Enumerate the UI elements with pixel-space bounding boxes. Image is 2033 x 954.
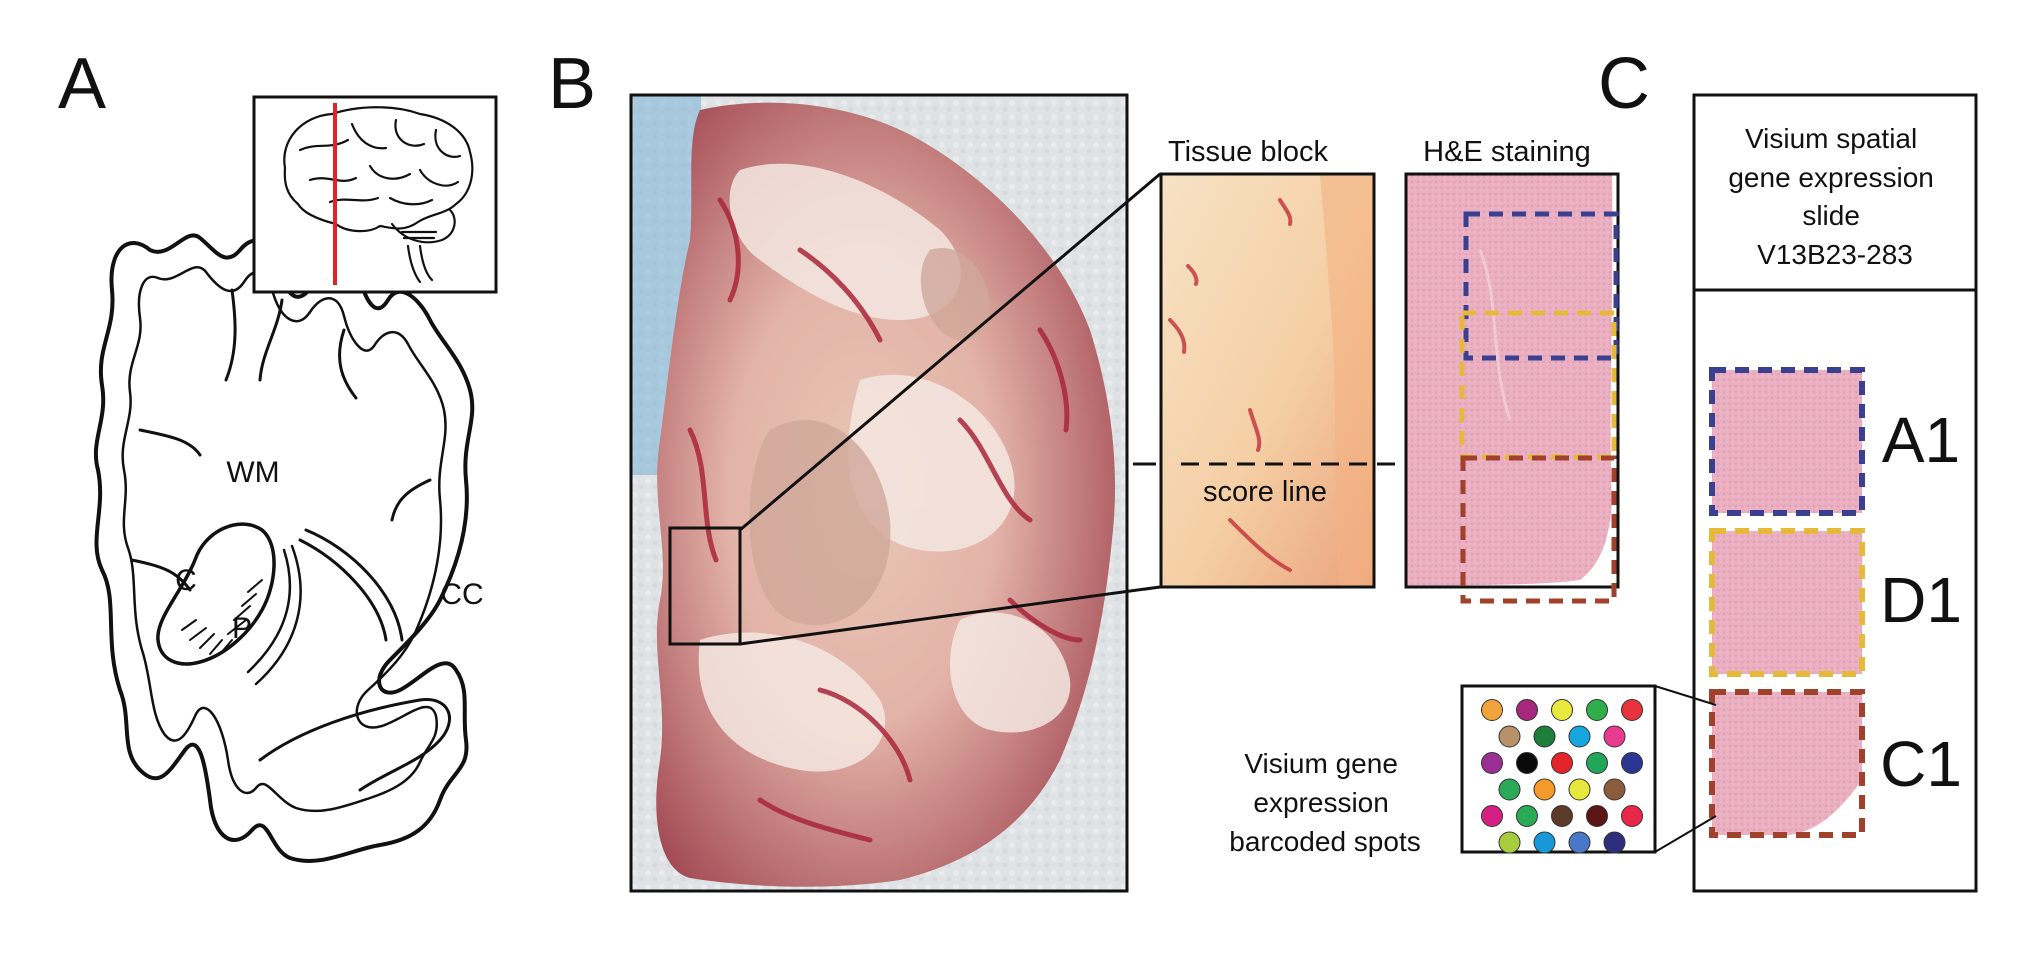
- slide-title-line-4: V13B23-283: [1757, 239, 1913, 270]
- panel-c: C Visium spatial gene expression slide V…: [1229, 44, 1978, 893]
- capture-area-d1: D1: [1709, 528, 1962, 677]
- sulcus-2: [130, 428, 432, 592]
- barcoded-spot: [1516, 805, 1538, 827]
- spots-caption: Visium gene expression barcoded spots: [1229, 748, 1420, 857]
- panel-a: A WM C P CC: [58, 44, 498, 863]
- spots-caption-line-3: barcoded spots: [1229, 826, 1420, 857]
- barcoded-spot: [1586, 805, 1608, 827]
- barcoded-spot: [1533, 778, 1556, 801]
- barcoded-spot: [1603, 831, 1626, 854]
- barcoded-spot: [1568, 778, 1591, 801]
- barcoded-spot: [1568, 725, 1591, 748]
- gray-matter-regions: [749, 248, 990, 626]
- white-matter-regions: [698, 163, 1071, 772]
- striatal-bridges: [181, 579, 263, 655]
- capture-label-a1: A1: [1882, 404, 1960, 476]
- cortex-outer-contour: [93, 233, 475, 863]
- tissue-block-selection: [668, 526, 742, 646]
- panel-a-letter: A: [58, 44, 106, 124]
- he-stained-section: [1404, 172, 1620, 604]
- internal-capsule-lines: [246, 544, 302, 686]
- he-capture-box-c1: [1460, 455, 1617, 604]
- barcoded-spot: [1551, 805, 1573, 827]
- label-cc: CC: [440, 578, 483, 611]
- barcoded-spot: [1621, 752, 1643, 774]
- he-staining-label: H&E staining: [1423, 136, 1591, 168]
- blood-vessel-streaks: [687, 197, 1083, 843]
- panel-c-letter: C: [1598, 44, 1650, 124]
- barcoded-spot: [1586, 752, 1608, 774]
- capture-box-a1: [1709, 367, 1865, 516]
- barcoded-spot: [1481, 752, 1503, 774]
- barcoded-spot: [1516, 699, 1538, 721]
- capture-box-d1: [1709, 528, 1865, 677]
- capture-label-d1: D1: [1880, 564, 1962, 636]
- label-wm: WM: [226, 456, 279, 489]
- slide-title: Visium spatial gene expression slide V13…: [1728, 123, 1941, 270]
- spots-zoom-line-top: [1654, 685, 1717, 706]
- brain-inset: [252, 95, 498, 294]
- slide-title-line-1: Visium spatial: [1745, 123, 1917, 154]
- barcoded-spot: [1551, 699, 1573, 721]
- he-tissue: [1406, 174, 1613, 587]
- brain-slab-photo: [629, 93, 1129, 893]
- barcoded-spot: [1568, 831, 1591, 854]
- capture-area-c1: C1: [1709, 689, 1962, 838]
- he-frame: [1404, 172, 1620, 589]
- label-c: C: [175, 564, 197, 597]
- brain-lateral-icon: [283, 106, 474, 284]
- barcoded-spot: [1533, 725, 1556, 748]
- cortex-inner-contour: [121, 266, 447, 813]
- caudate-putamen-outline: [156, 522, 276, 666]
- tissue-block-closeup: [1159, 172, 1376, 589]
- brain-slab-frame: [629, 93, 1129, 893]
- sulcus-1: [224, 288, 358, 400]
- tissue-block-frame: [1159, 172, 1376, 589]
- zoom-line-bottom: [739, 585, 1161, 646]
- barcoded-spot: [1516, 752, 1538, 774]
- panel-b-letter: B: [548, 44, 596, 124]
- capture-label-c1: C1: [1880, 728, 1962, 800]
- barcoded-spot: [1586, 699, 1608, 721]
- barcoded-spot-grid: [1481, 699, 1643, 854]
- capture-area-a1: A1: [1709, 367, 1960, 516]
- barcoded-spot: [1498, 725, 1521, 748]
- panel-b: B: [548, 44, 1620, 893]
- barcoded-spot: [1481, 699, 1503, 721]
- barcoded-spot: [1551, 752, 1573, 774]
- coronal-section-outline: [93, 233, 475, 863]
- barcoded-spot: [1498, 778, 1521, 801]
- barcoded-spot: [1603, 725, 1626, 748]
- capture-box-c1: [1709, 689, 1865, 838]
- zoom-line-top: [739, 172, 1161, 532]
- temporal-lobe-contour: [258, 698, 451, 792]
- he-capture-box-a1: [1463, 211, 1619, 361]
- barcoded-spot: [1498, 831, 1521, 854]
- lateral-sulcus: [298, 528, 404, 642]
- barcoded-spot: [1481, 805, 1503, 827]
- spots-caption-line-2: expression: [1253, 787, 1388, 818]
- label-p: P: [232, 612, 252, 645]
- score-line-label: score line: [1203, 476, 1327, 508]
- spots-caption-line-1: Visium gene: [1244, 748, 1398, 779]
- barcoded-spot: [1533, 831, 1556, 854]
- slide-title-line-2: gene expression: [1728, 162, 1933, 193]
- spots-zoom-line-bottom: [1654, 815, 1717, 853]
- barcoded-spot: [1603, 778, 1626, 801]
- barcoded-spot: [1621, 699, 1643, 721]
- slide-title-line-3: slide: [1802, 200, 1860, 231]
- tissue-block-label: Tissue block: [1168, 136, 1329, 168]
- barcoded-spot: [1621, 805, 1643, 827]
